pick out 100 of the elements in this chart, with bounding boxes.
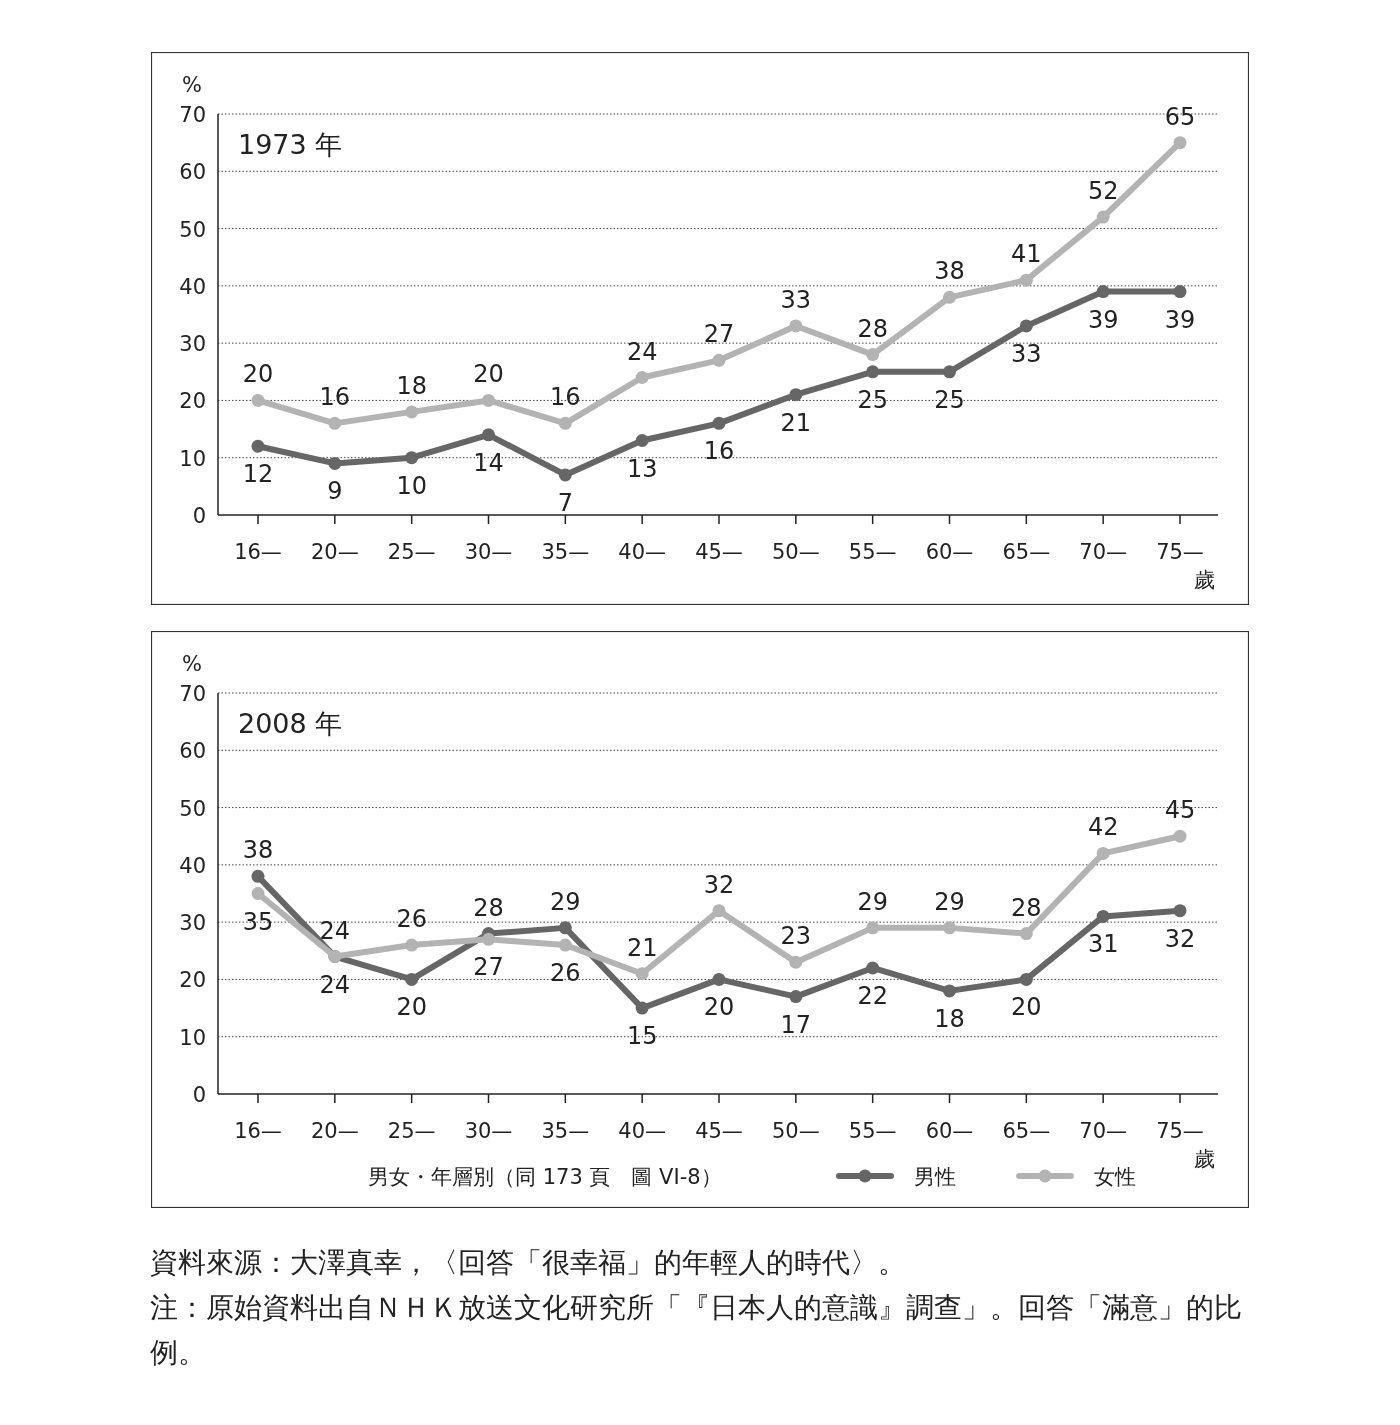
point — [1019, 273, 1033, 287]
x-tick-label: 20— — [310, 540, 359, 564]
data-label: 21 — [780, 408, 812, 437]
point — [1096, 210, 1110, 224]
x-tick-label: 30— — [464, 540, 513, 564]
data-label: 39 — [1164, 305, 1196, 334]
x-tick-label: 55— — [848, 1119, 897, 1143]
data-label: 16 — [319, 383, 351, 412]
data-label: 42 — [1087, 813, 1119, 842]
data-label: 24 — [319, 916, 351, 945]
text: 1973 年 — [238, 129, 343, 160]
data-label: 39 — [1087, 305, 1119, 334]
data-label: 28 — [857, 314, 888, 343]
data-label: 26 — [396, 905, 427, 934]
y-tick-label: 20 — [179, 389, 206, 414]
y-tick-label: 10 — [179, 446, 206, 471]
text: 注：原始資料出自ＮＨＫ放送文化研究所「『日本人的意識』調查」。回答「滿意」的比例。 — [150, 1290, 1243, 1371]
data-label: 35 — [242, 907, 274, 936]
data-label: 16 — [550, 383, 581, 412]
x-tick-label: 65— — [1002, 1119, 1051, 1143]
x-tick-label: 75— — [1156, 540, 1204, 564]
x-tick-label: 16— — [234, 540, 282, 564]
y-tick-label: 60 — [179, 739, 206, 764]
data-label: 38 — [934, 257, 965, 286]
data-label: 27 — [473, 953, 504, 982]
data-label: 52 — [1087, 177, 1119, 206]
data-label: 22 — [857, 981, 888, 1010]
data-label: 23 — [780, 922, 812, 951]
data-label: 32 — [1164, 924, 1196, 953]
y-tick-label: 40 — [179, 853, 206, 878]
point — [558, 468, 572, 482]
point — [1096, 909, 1110, 923]
point — [405, 451, 419, 465]
point — [712, 972, 726, 986]
source-note: 資料來源：大澤真幸，〈回答「很幸福」的年輕人的時代〉。 — [150, 1245, 907, 1281]
x-tick-label: 20— — [310, 1119, 359, 1143]
x-tick-label: 70— — [1079, 540, 1128, 564]
point — [482, 932, 495, 946]
data-label: 15 — [626, 1022, 658, 1051]
x-tick-label: 25— — [387, 540, 436, 564]
data-label: 33 — [780, 285, 812, 314]
x-tick-label: 60— — [925, 540, 974, 564]
y-tick-label: 30 — [179, 911, 206, 936]
point — [1096, 285, 1110, 299]
data-label: 26 — [550, 959, 581, 988]
x-tick-label: 60— — [925, 1119, 974, 1143]
text: 2008 年 — [238, 708, 343, 739]
y-tick-label: 0 — [192, 504, 206, 528]
point — [1019, 319, 1033, 333]
x-tick-label: 35— — [541, 1119, 590, 1143]
point — [866, 961, 880, 975]
point — [328, 416, 342, 430]
data-label: 25 — [934, 385, 965, 414]
data-label: 17 — [780, 1010, 812, 1039]
y-tick-label: 70 — [179, 103, 206, 127]
point — [1096, 846, 1110, 860]
x-tick-label: 16— — [234, 1119, 282, 1143]
data-label: 7 — [557, 488, 573, 517]
y-tick-label: 40 — [179, 274, 206, 299]
point — [943, 290, 956, 304]
data-label: 38 — [242, 836, 274, 865]
point — [943, 365, 956, 379]
data-label: 18 — [934, 1004, 965, 1033]
point — [712, 904, 726, 918]
y-tick-label: 0 — [192, 1083, 206, 1107]
x-axis-title: 歲 — [1193, 568, 1215, 592]
x-tick-label: 50— — [771, 540, 820, 564]
point — [866, 365, 880, 379]
point — [558, 921, 572, 935]
data-label: 9 — [327, 477, 343, 506]
point — [558, 938, 572, 952]
data-label: 29 — [550, 887, 581, 916]
y-tick-label: 70 — [179, 682, 206, 706]
data-label: 25 — [857, 385, 888, 414]
point — [405, 405, 419, 419]
point — [635, 434, 649, 448]
x-tick-label: 55— — [848, 540, 897, 564]
data-label: 32 — [703, 870, 735, 899]
point — [789, 955, 803, 969]
data-label: 21 — [626, 933, 658, 962]
data-label: 28 — [1011, 893, 1042, 922]
y-axis-title: % — [182, 652, 202, 676]
x-tick-label: 45— — [695, 540, 743, 564]
data-label: 28 — [473, 893, 504, 922]
point — [789, 388, 803, 402]
point — [789, 990, 803, 1004]
data-label: 20 — [242, 360, 274, 389]
y-tick-label: 20 — [179, 968, 206, 993]
data-label: 20 — [473, 360, 504, 389]
legend-label: 女性 — [1094, 1165, 1136, 1189]
point — [251, 393, 265, 407]
data-label: 33 — [1011, 339, 1042, 368]
point — [866, 348, 880, 362]
point — [405, 972, 419, 986]
data-label: 12 — [242, 460, 274, 489]
x-tick-label: 70— — [1079, 1119, 1128, 1143]
data-label: 41 — [1011, 240, 1042, 269]
x-axis-title: 歲 — [1193, 1147, 1215, 1171]
point — [635, 967, 649, 981]
data-label: 20 — [1011, 993, 1042, 1022]
